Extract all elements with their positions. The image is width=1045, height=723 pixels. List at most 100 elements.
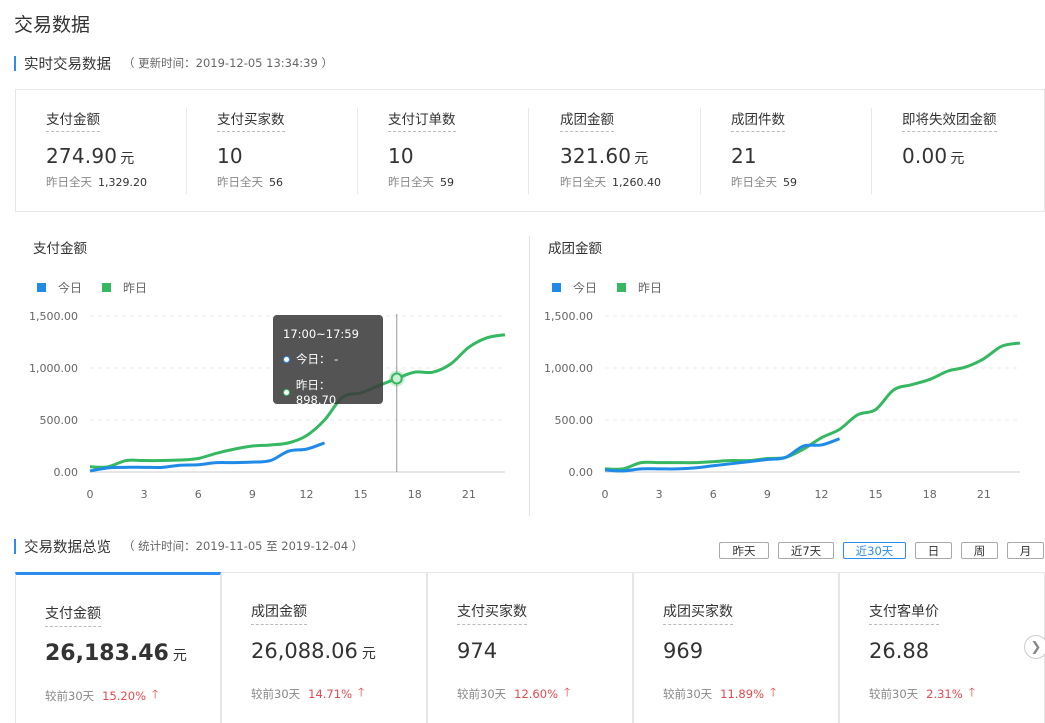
x-tick-label: 6	[195, 488, 202, 501]
y-tick-label: 500.00	[555, 414, 594, 427]
x-tick-label: 21	[977, 488, 991, 501]
stat-time: （ 统计时间：2019-11-05 至 2019-12-04 ）	[123, 539, 364, 553]
arrow-up-icon: 🡑	[968, 685, 975, 699]
y-tick-label: 0.00	[569, 466, 594, 479]
section-accent-bar	[14, 538, 16, 554]
overview-card-pay-buyers[interactable]: 支付买家数 974 较前30天 12.60% 🡑	[427, 572, 633, 723]
kpi-label[interactable]: 支付金额	[46, 108, 100, 132]
x-tick-label: 12	[300, 488, 314, 501]
legend-today[interactable]: 今日	[552, 279, 597, 296]
tooltip-today: 今日： -	[296, 352, 339, 366]
legend-today[interactable]: 今日	[37, 279, 82, 296]
period-month-button[interactable]: 月	[1007, 542, 1044, 559]
tooltip-time: 17:00~17:59	[283, 327, 359, 341]
kpi-yesterday: 昨日全天 59	[388, 175, 454, 189]
kpi-pay-amount: 支付金额 274.90 元 昨日全天 1,329.20	[16, 108, 187, 198]
x-tick-label: 15	[354, 488, 368, 501]
kpi-yesterday: 昨日全天 1,260.40	[560, 175, 661, 189]
realtime-kpi-card: 支付金额 274.90 元 昨日全天 1,329.20 支付买家数 10 昨日全天 5…	[15, 89, 1045, 212]
kpi-value: 21	[731, 144, 757, 168]
tooltip-today-dot	[283, 355, 290, 363]
overview-compare: 较前30天 11.89% 🡑	[663, 683, 776, 704]
kpi-label[interactable]: 成团件数	[731, 108, 785, 132]
kpi-label[interactable]: 支付订单数	[388, 108, 456, 132]
arrow-up-icon: 🡑	[152, 687, 159, 701]
x-tick-label: 9	[249, 488, 256, 501]
legend-yesterday[interactable]: 昨日	[617, 279, 662, 296]
arrow-up-icon: 🡑	[770, 685, 777, 699]
kpi-label[interactable]: 即将失效团金额	[902, 108, 997, 132]
y-tick-label: 0.00	[54, 466, 79, 479]
tooltip-yesterday-dot	[283, 388, 290, 396]
kpi-yesterday: 昨日全天 1,329.20	[46, 175, 147, 189]
x-tick-label: 3	[141, 488, 148, 501]
arrow-up-icon: 🡑	[358, 685, 365, 699]
x-tick-label: 12	[815, 488, 829, 501]
x-tick-label: 0	[602, 488, 609, 501]
kpi-pay-orders: 支付订单数 10 昨日全天 59	[358, 108, 529, 198]
overview-label: 成团买家数	[663, 601, 733, 625]
x-tick-label: 9	[764, 488, 771, 501]
series-line-today	[89, 441, 326, 473]
chart-divider	[529, 236, 530, 516]
kpi-pay-buyers: 支付买家数 10 昨日全天 56	[187, 108, 358, 198]
overview-label: 支付买家数	[457, 601, 527, 625]
overview-section-header: 交易数据总览 （ 统计时间：2019-11-05 至 2019-12-04 ）	[14, 537, 364, 556]
kpi-expiring-amount: 即将失效团金额 0.00 元	[872, 108, 1043, 198]
kpi-group-items: 成团件数 21 昨日全天 59	[701, 108, 872, 198]
chevron-right-icon[interactable]: ❯	[1024, 635, 1045, 659]
chart-tooltip: 17:00~17:59 今日： - 昨日： 898.70	[273, 315, 383, 407]
period-30d-button[interactable]: 近30天	[843, 542, 906, 559]
chart-legend: 今日 昨日	[37, 279, 167, 296]
series-line-yesterday	[604, 341, 1021, 471]
x-tick-label: 15	[869, 488, 883, 501]
kpi-value: 321.60 元	[560, 144, 649, 168]
overview-value: 26,088.06 元	[251, 639, 376, 663]
legend-yesterday[interactable]: 昨日	[102, 279, 147, 296]
chart-group-amount: 成团金额 今日 昨日	[530, 232, 1030, 517]
period-yesterday-button[interactable]: 昨天	[719, 542, 769, 559]
overview-card-group-amount[interactable]: 成团金额 26,088.06 元 较前30天 14.71% 🡑	[221, 572, 427, 723]
x-tick-label: 21	[462, 488, 476, 501]
x-tick-label: 3	[656, 488, 663, 501]
kpi-value: 274.90 元	[46, 144, 135, 168]
overview-card-avg-price[interactable]: 支付客单价 26.88 较前30天 2.31% 🡑	[839, 572, 1045, 723]
hover-point	[390, 372, 403, 385]
section-accent-bar	[14, 55, 16, 71]
chart-title: 支付金额	[33, 241, 87, 257]
y-tick-label: 1,500.00	[544, 310, 593, 323]
page-title: 交易数据	[14, 14, 91, 36]
realtime-title: 实时交易数据	[24, 56, 111, 73]
y-tick-label: 1,500.00	[29, 310, 78, 323]
x-tick-label: 18	[408, 488, 422, 501]
series-line-today	[604, 437, 841, 473]
update-time: （ 更新时间：2019-12-05 13:34:39 ）	[123, 56, 333, 70]
period-day-button[interactable]: 日	[915, 542, 952, 559]
period-week-button[interactable]: 周	[961, 542, 998, 559]
x-tick-label: 18	[923, 488, 937, 501]
overview-label: 支付客单价	[869, 601, 939, 625]
overview-label: 支付金额	[45, 603, 101, 627]
kpi-group-amount: 成团金额 321.60 元 昨日全天 1,260.40	[530, 108, 701, 198]
overview-card-group-buyers[interactable]: 成团买家数 969 较前30天 11.89% 🡑	[633, 572, 839, 723]
x-tick-label: 6	[710, 488, 717, 501]
period-7d-button[interactable]: 近7天	[778, 542, 834, 559]
chart-pay-amount: 支付金额 今日 昨日	[15, 232, 515, 517]
period-selector: 昨天 近7天 近30天 日 周 月	[710, 542, 1044, 559]
overview-card-pay-amount[interactable]: 支付金额 26,183.46 元 较前30天 15.20% 🡑	[15, 572, 221, 723]
series-line-yesterday	[89, 333, 506, 469]
chart-title: 成团金额	[548, 241, 602, 257]
realtime-section-header: 实时交易数据 （ 更新时间：2019-12-05 13:34:39 ）	[14, 54, 333, 73]
chart-group-amount-plot[interactable]: 0.00 500.00 1,000.00 1,500.00 0 3 6 9 12 15 18 21	[515, 300, 1045, 510]
overview-value: 26.88	[869, 639, 930, 663]
kpi-label[interactable]: 支付买家数	[217, 108, 285, 132]
chart-legend: 今日 昨日	[552, 279, 682, 296]
y-tick-label: 500.00	[40, 414, 79, 427]
kpi-yesterday: 昨日全天 56	[217, 175, 283, 189]
kpi-yesterday: 昨日全天 59	[731, 175, 797, 189]
y-tick-label: 1,000.00	[29, 362, 78, 375]
kpi-label[interactable]: 成团金额	[560, 108, 614, 132]
overview-value: 974	[457, 639, 498, 663]
overview-label: 成团金额	[251, 601, 307, 625]
chart-pay-amount-plot[interactable]: 0.00 500.00 1,000.00 1,500.00 0 3 6 9 12 15 18 21	[0, 300, 520, 510]
